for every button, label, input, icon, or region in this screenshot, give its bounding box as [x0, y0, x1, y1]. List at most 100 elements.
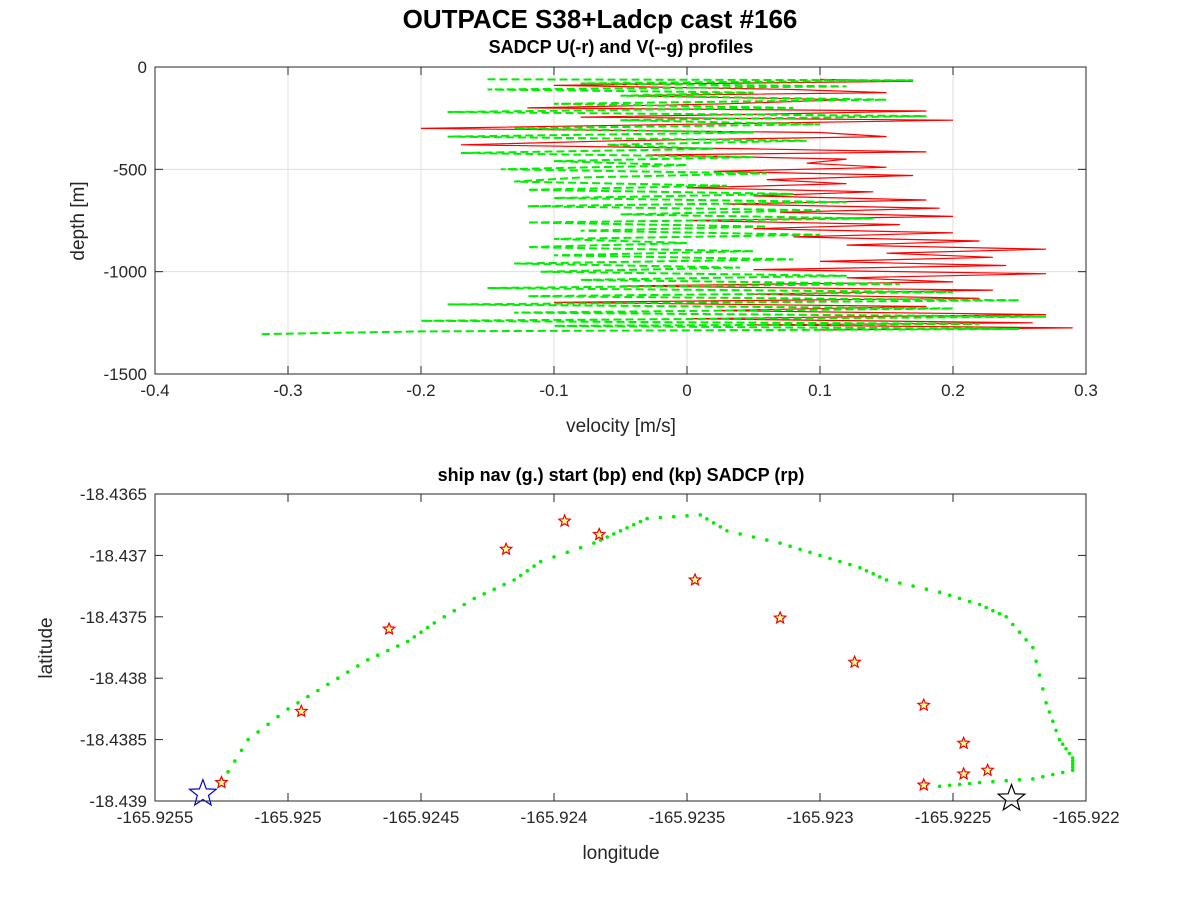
ship-nav-point — [632, 522, 636, 527]
ship-nav-ticks: -165.9255 -165.925 -165.9245 -165.924 -165.9… — [80, 485, 1120, 827]
ship-nav-point — [1017, 778, 1022, 782]
ship-nav-point — [442, 615, 447, 619]
ship-nav-point — [625, 526, 629, 530]
ship-nav-point — [246, 737, 250, 742]
ship-nav-point — [306, 694, 310, 699]
y-tick-label: -18.4385 — [80, 731, 147, 750]
ship-nav-point — [878, 575, 882, 579]
ship-nav-point — [718, 525, 723, 529]
x-tick-label: 0 — [682, 381, 691, 400]
ship-nav-point — [1031, 777, 1035, 781]
velocity-profile-data — [261, 78, 1073, 336]
ship-nav-axes: ship nav (g.) start (bp) end (kp) SADCP … — [36, 465, 1120, 864]
ship-nav-point — [1064, 747, 1068, 751]
x-tick-label: -165.925 — [254, 808, 321, 827]
ship-nav-point — [1070, 759, 1075, 763]
ship-nav-point — [658, 515, 663, 520]
x-tick-label: -165.923 — [786, 808, 853, 827]
sadcp-marker — [956, 766, 971, 781]
ship-nav-title: ship nav (g.) start (bp) end (kp) SADCP … — [438, 465, 805, 485]
sadcp-marker — [381, 621, 397, 636]
ship-nav-point — [1031, 645, 1035, 650]
ship-nav-point — [1054, 728, 1058, 733]
ship-nav-border — [154, 493, 1087, 802]
ship-nav-point — [1067, 751, 1072, 756]
x-tick-label: -165.9245 — [383, 808, 460, 827]
y-tick-label: -18.437 — [89, 546, 147, 565]
ship-nav-point — [1041, 687, 1045, 691]
figure-title: OUTPACE S38+Ladcp cast #166 — [403, 4, 798, 34]
ship-nav-point — [1047, 710, 1052, 714]
ship-nav-point — [532, 564, 536, 568]
longitude-axis-label: longitude — [582, 843, 659, 864]
sadcp-marker — [557, 513, 572, 528]
ship-nav-point — [618, 529, 623, 533]
sadcp-marker — [847, 654, 862, 669]
ship-nav-point — [1041, 774, 1045, 779]
ship-nav-point — [788, 544, 792, 548]
ship-nav-point — [1004, 615, 1008, 619]
ship-nav-point — [848, 562, 852, 567]
ship-nav-point — [1070, 756, 1075, 760]
y-tick-label: 0 — [138, 58, 147, 77]
ship-nav-point — [977, 602, 982, 607]
ship-nav-point — [871, 572, 875, 576]
ship-nav-point — [1011, 622, 1015, 627]
start-marker — [187, 777, 218, 807]
ship-nav-point — [638, 519, 643, 524]
latitude-axis-label: latitude — [36, 617, 57, 678]
sadcp-marker — [687, 572, 703, 587]
ship-nav-point — [233, 759, 237, 763]
ship-nav-point — [957, 596, 962, 601]
x-tick-label: -0.2 — [406, 381, 435, 400]
ship-nav-point — [705, 517, 709, 521]
ship-nav-point — [538, 559, 543, 564]
ship-nav-data — [187, 513, 1075, 812]
ship-nav-point — [1051, 719, 1055, 723]
ship-nav-point — [492, 587, 497, 591]
ship-nav-point — [711, 521, 716, 525]
ship-nav-point — [512, 578, 516, 582]
ship-nav-point — [386, 648, 390, 653]
ship-nav-point — [452, 608, 457, 613]
ship-nav-point — [778, 541, 782, 545]
x-tick-label: -165.9235 — [649, 808, 726, 827]
ship-nav-point — [1034, 659, 1038, 664]
y-tick-label: -1000 — [104, 263, 147, 282]
ship-nav-point — [984, 605, 988, 610]
ship-nav-point — [967, 599, 972, 604]
ship-nav-point — [578, 545, 583, 550]
ship-nav-point — [808, 550, 812, 555]
x-tick-label: 0.2 — [941, 381, 965, 400]
velocity-profile-border — [154, 66, 1087, 375]
x-tick-label: -0.3 — [273, 381, 302, 400]
ship-nav-point — [462, 602, 467, 607]
ship-nav-point — [671, 514, 676, 519]
velocity-profile-ticks: -0.4 -0.3 -0.2 -0.1 0 0.1 0.2 0.3 -1500 -1000 -500… — [104, 58, 1098, 400]
ship-nav-point — [276, 714, 280, 719]
ship-nav-point — [1004, 778, 1008, 783]
ship-nav-point — [828, 556, 832, 561]
ship-nav-point — [977, 780, 982, 785]
ship-nav-point — [256, 730, 260, 734]
sadcp-marker — [592, 526, 607, 541]
ship-nav-point — [937, 784, 942, 789]
ship-nav-point — [911, 584, 915, 588]
ship-nav-point — [645, 516, 649, 521]
sadcp-marker — [916, 777, 931, 792]
ship-nav-point — [592, 541, 596, 545]
v-velocity-line — [261, 78, 1047, 336]
ship-nav-point — [1070, 768, 1075, 773]
sadcp-marker — [916, 697, 931, 712]
ship-nav-point — [482, 592, 487, 596]
ship-nav-point — [432, 621, 437, 625]
ship-nav-point — [924, 587, 929, 591]
x-tick-label: 0.1 — [808, 381, 832, 400]
ship-nav-point — [296, 701, 300, 705]
ship-nav-point — [412, 635, 417, 639]
ship-nav-point — [798, 547, 802, 552]
sadcp-marker — [214, 775, 229, 789]
x-tick-label: -0.1 — [539, 381, 568, 400]
x-tick-label: -165.9255 — [117, 808, 194, 827]
